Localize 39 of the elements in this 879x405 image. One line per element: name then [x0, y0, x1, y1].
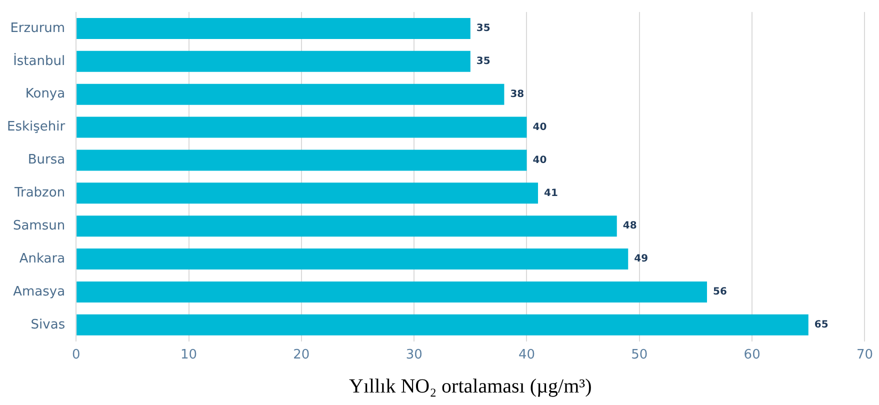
y-tick-label: Erzurum [10, 20, 66, 36]
y-tick-label: Eskişehir [7, 120, 66, 135]
bar [76, 50, 470, 72]
data-label: 38 [510, 88, 524, 100]
y-tick-label: Trabzon [13, 186, 66, 201]
x-tick-label: 20 [293, 348, 310, 363]
data-label: 40 [532, 154, 547, 166]
bar [76, 182, 538, 204]
data-label: 48 [622, 220, 637, 232]
data-label: 40 [532, 122, 547, 133]
bar [76, 116, 527, 138]
x-tick-label: 70 [856, 348, 873, 363]
data-label: 35 [476, 23, 490, 34]
x-tick-label: 60 [744, 348, 760, 363]
bar [76, 248, 628, 270]
data-label: 65 [814, 320, 828, 331]
data-label: 49 [634, 254, 648, 265]
data-label: 41 [544, 188, 558, 199]
y-tick-label: İstanbul [13, 52, 66, 69]
bar [76, 84, 504, 105]
y-tick-label: Konya [25, 86, 66, 102]
x-tick-label: 0 [72, 348, 80, 363]
bar [76, 150, 527, 171]
y-tick-label: Amasya [13, 284, 66, 300]
x-tick-label: 40 [518, 348, 536, 363]
y-tick-label: Samsun [12, 218, 66, 234]
bar [76, 18, 470, 39]
x-tick-label: 50 [631, 348, 648, 363]
y-tick-label: Sivas [30, 317, 66, 332]
bar [76, 314, 808, 336]
bar [76, 281, 707, 302]
y-tick-label: Ankara [19, 251, 66, 266]
data-label: 35 [476, 56, 490, 68]
x-tick-label: 10 [180, 348, 198, 363]
x-axis-title: Yıllık NO₂ ortalaması (µg/m³) [349, 375, 592, 398]
y-tick-label: Bursa [28, 152, 66, 168]
bar [76, 216, 617, 237]
x-tick-label: 30 [406, 348, 422, 363]
data-label: 56 [713, 286, 727, 298]
